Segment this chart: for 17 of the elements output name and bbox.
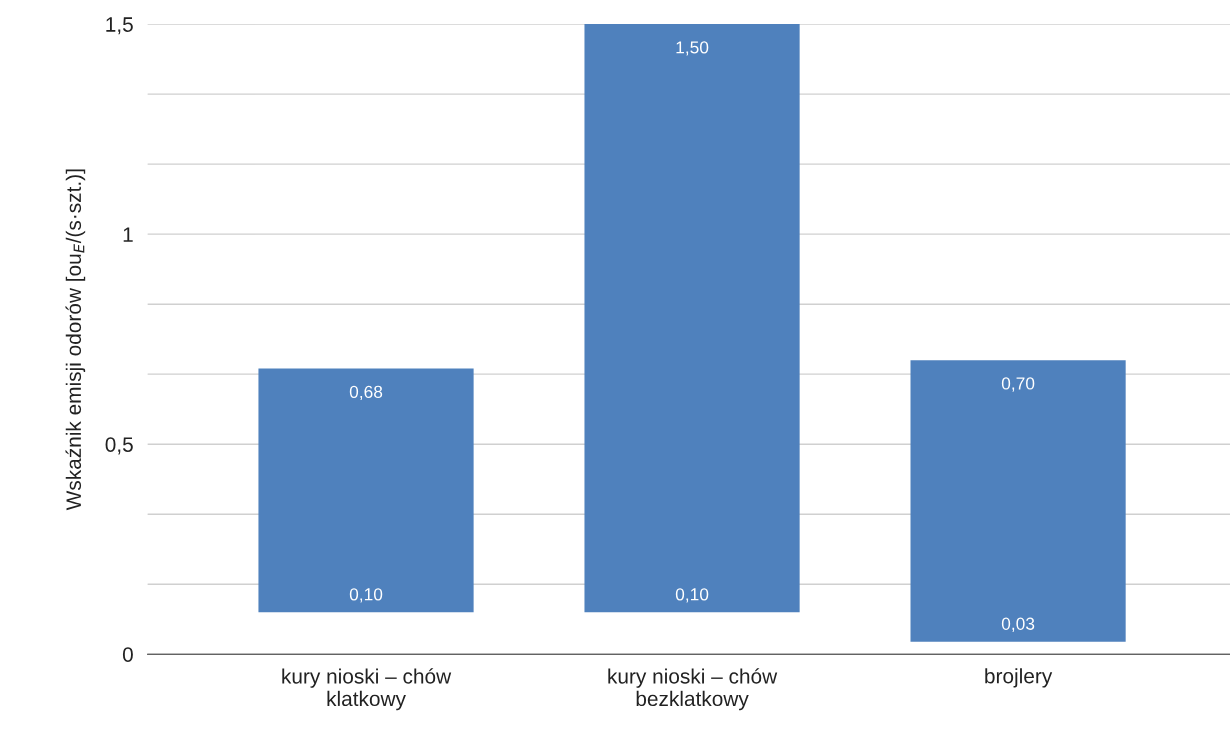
x-tick-label: kury nioski – chów bezklatkowy — [608, 668, 778, 711]
annotation: 0,10 — [675, 588, 709, 603]
y-tick-label: 1,5 — [106, 17, 133, 35]
x-tick-label: kury nioski – chów klatkowy — [282, 668, 452, 711]
bar — [584, 24, 800, 613]
annotation: 0,70 — [1001, 377, 1035, 392]
bar — [910, 360, 1126, 642]
y-tick-label: 0 — [122, 647, 133, 662]
annotation: 0,03 — [1001, 617, 1035, 632]
y-tick-label: 0,5 — [105, 437, 133, 455]
y-tick-label: 1 — [123, 227, 133, 242]
annotation: 0,68 — [349, 385, 383, 401]
annotation: 0,10 — [349, 588, 383, 603]
y-axis-title: Wskaźnik emisji odorów [ou$_{E}$/(s·szt.)] — [65, 169, 86, 511]
bar — [258, 368, 474, 613]
annotation: 1,50 — [676, 41, 709, 56]
x-tick-label: brojlery — [985, 668, 1053, 688]
